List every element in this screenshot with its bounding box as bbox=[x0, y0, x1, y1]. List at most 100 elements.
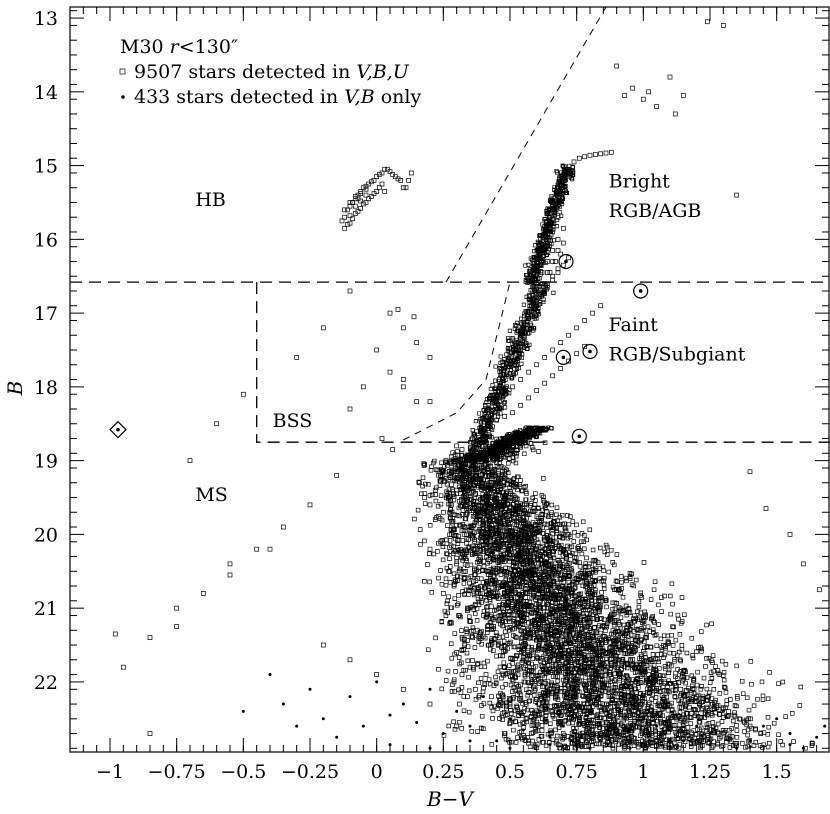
region-label: Faint bbox=[609, 314, 659, 336]
star-point-vbu bbox=[480, 613, 486, 618]
star-point-vb bbox=[588, 746, 592, 750]
star-point-vb bbox=[521, 728, 525, 732]
star-point-vbu bbox=[483, 672, 489, 677]
star-point-vbu bbox=[360, 185, 366, 191]
star-point-vbu bbox=[720, 714, 726, 720]
star-point-vb bbox=[495, 739, 499, 743]
star-point-vbu bbox=[448, 620, 454, 626]
star-point-vbu bbox=[630, 85, 636, 91]
star-point-vbu bbox=[347, 657, 353, 663]
star-point-vbu bbox=[544, 688, 550, 694]
star-point-vbu bbox=[539, 281, 545, 286]
star-point-vbu bbox=[510, 410, 516, 416]
star-point-vbu bbox=[440, 591, 446, 596]
special-markers bbox=[109, 253, 649, 444]
star-point-vbu bbox=[438, 473, 444, 478]
y-tick-label: 22 bbox=[34, 672, 58, 694]
star-point-vb bbox=[775, 717, 779, 721]
star-point-vb bbox=[628, 746, 632, 750]
star-point-vbu bbox=[528, 587, 534, 593]
star-point-vb bbox=[468, 739, 472, 743]
star-point-vbu bbox=[523, 591, 529, 596]
star-point-vbu bbox=[582, 154, 588, 160]
star-point-vbu bbox=[456, 498, 462, 504]
star-point-vbu bbox=[504, 712, 510, 717]
region-boundary-line bbox=[403, 281, 511, 441]
star-point-vbu bbox=[475, 661, 481, 666]
star-point-vbu bbox=[342, 214, 348, 220]
star-point-vbu bbox=[550, 712, 556, 717]
star-point-vbu bbox=[571, 631, 577, 637]
star-point-vbu bbox=[552, 613, 558, 618]
star-point-vbu bbox=[667, 74, 673, 80]
x-tick-label: −1 bbox=[96, 761, 124, 783]
star-point-vbu bbox=[480, 685, 486, 691]
star-point-vbu bbox=[350, 200, 356, 205]
star-point-vbu bbox=[363, 200, 369, 205]
star-point-vbu bbox=[502, 366, 508, 371]
x-tick-label: 0.25 bbox=[422, 761, 464, 783]
star-point-vbu bbox=[555, 248, 561, 253]
star-point-vbu bbox=[712, 710, 718, 716]
star-point-vbu bbox=[480, 546, 486, 552]
star-point-vbu bbox=[539, 270, 545, 275]
star-point-vbu bbox=[427, 399, 433, 404]
star-point-vbu bbox=[518, 682, 524, 688]
star-point-vbu bbox=[518, 539, 524, 545]
star-point-vbu bbox=[571, 159, 577, 165]
star-point-vbu bbox=[518, 557, 524, 563]
star-point-vbu bbox=[470, 550, 476, 556]
star-point-vbu bbox=[672, 111, 678, 117]
star-point-vbu bbox=[502, 517, 508, 522]
star-point-vbu bbox=[560, 262, 566, 268]
star-point-vbu bbox=[496, 635, 502, 641]
region-boundary-line bbox=[445, 6, 607, 283]
star-point-vbu bbox=[547, 270, 553, 275]
star-point-vbu bbox=[520, 325, 526, 331]
star-point-vbu bbox=[494, 506, 500, 511]
star-point-vbu bbox=[448, 502, 454, 508]
star-point-vbu bbox=[496, 517, 502, 522]
star-point-vbu bbox=[534, 602, 540, 607]
star-point-vbu bbox=[382, 189, 388, 194]
ring-marker-center bbox=[577, 434, 582, 439]
star-point-vbu bbox=[395, 307, 401, 312]
star-point-vbu bbox=[267, 546, 273, 552]
star-point-vbu bbox=[611, 689, 617, 695]
y-tick-label: 18 bbox=[34, 377, 58, 399]
star-point-vbu bbox=[387, 310, 393, 316]
star-point-vb bbox=[708, 743, 712, 747]
y-tick-label: 14 bbox=[34, 82, 58, 104]
ring-marker-center bbox=[588, 349, 592, 354]
star-point-vbu bbox=[576, 155, 582, 161]
star-point-vbu bbox=[523, 325, 529, 331]
star-point-vbu bbox=[694, 694, 700, 700]
star-point-vbu bbox=[664, 684, 670, 689]
star-point-vb bbox=[241, 709, 245, 713]
star-point-vbu bbox=[526, 689, 532, 695]
star-point-vbu bbox=[544, 270, 550, 275]
star-point-vbu bbox=[398, 177, 404, 183]
star-point-vbu bbox=[683, 692, 689, 698]
star-point-vbu bbox=[656, 679, 662, 685]
star-point-vbu bbox=[200, 591, 206, 596]
star-point-vb bbox=[561, 724, 565, 728]
star-point-vbu bbox=[800, 561, 806, 567]
star-point-vbu bbox=[598, 646, 604, 652]
ring-marker-center bbox=[564, 259, 568, 264]
star-point-vbu bbox=[515, 506, 521, 511]
ring-marker bbox=[555, 349, 571, 365]
star-point-vbu bbox=[472, 509, 478, 515]
x-tick-label: −0.25 bbox=[281, 761, 339, 783]
star-point-vbu bbox=[280, 524, 286, 530]
star-point-vb bbox=[641, 717, 645, 721]
star-point-vbu bbox=[550, 207, 556, 213]
star-point-vbu bbox=[451, 583, 457, 589]
star-point-vbu bbox=[470, 535, 476, 541]
star-point-vbu bbox=[694, 698, 700, 704]
star-point-vb bbox=[535, 702, 539, 706]
star-point-vbu bbox=[640, 96, 646, 102]
star-point-vbu bbox=[534, 303, 540, 309]
star-point-vbu bbox=[526, 395, 532, 401]
star-point-vbu bbox=[555, 616, 561, 622]
